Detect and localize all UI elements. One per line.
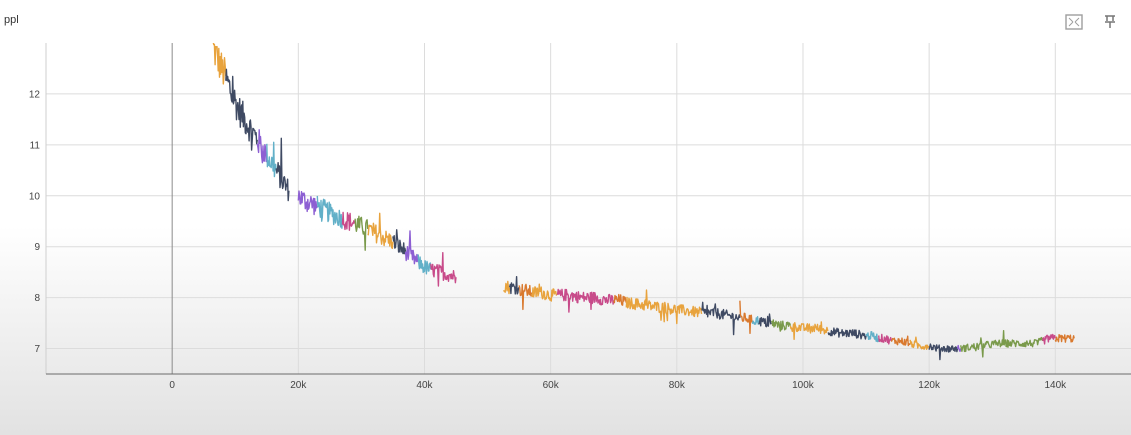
series-line — [625, 289, 703, 325]
series-line — [758, 313, 772, 328]
series-line — [392, 229, 407, 255]
series-line — [275, 137, 290, 202]
series-line — [518, 283, 533, 311]
series-line — [789, 321, 829, 340]
series-line — [430, 251, 457, 287]
series-line — [890, 335, 911, 347]
x-tick-label: 80k — [669, 380, 686, 391]
series-line — [556, 288, 615, 313]
pin-icon — [1105, 15, 1115, 28]
series-line — [878, 333, 892, 345]
series-line — [960, 330, 1044, 358]
series-line — [354, 215, 369, 251]
series-line — [865, 331, 880, 343]
y-tick-label: 10 — [29, 191, 41, 202]
series-line — [1054, 334, 1075, 343]
series-line — [297, 190, 318, 216]
series-line — [956, 344, 962, 352]
y-tick-label: 12 — [29, 89, 41, 100]
series-line — [909, 336, 930, 350]
series-line — [212, 43, 227, 85]
series-line — [701, 301, 741, 336]
series-line — [266, 141, 277, 178]
x-tick-label: 120k — [918, 380, 941, 391]
series-line — [751, 316, 760, 325]
series-line — [502, 280, 511, 295]
series-line — [367, 212, 394, 250]
chart-title: ppl — [4, 14, 19, 26]
x-tick-label: 140k — [1044, 380, 1067, 391]
series-line — [770, 319, 792, 332]
series-line — [225, 68, 258, 151]
x-tick-label: 0 — [169, 380, 175, 391]
series-line — [739, 300, 754, 334]
series-line — [256, 129, 268, 164]
series-line — [508, 276, 520, 295]
series-line — [613, 293, 627, 306]
series-line — [341, 211, 356, 231]
series-line — [1042, 333, 1056, 345]
chart-toolbar — [1065, 13, 1119, 31]
series-line — [417, 254, 432, 275]
series-line — [316, 195, 344, 229]
y-tick-label: 11 — [30, 140, 41, 151]
y-tick-label: 9 — [34, 242, 40, 253]
series-line — [827, 327, 867, 340]
fit-domain-button[interactable] — [1065, 13, 1083, 31]
series-line — [928, 343, 959, 361]
x-tick-label: 20k — [290, 380, 307, 391]
x-tick-label: 60k — [543, 380, 560, 391]
pin-button[interactable] — [1101, 13, 1119, 31]
y-tick-label: 8 — [34, 293, 40, 304]
x-tick-label: 40k — [416, 380, 433, 391]
series-line — [404, 230, 419, 265]
series-line — [531, 283, 558, 302]
y-tick-label: 7 — [34, 344, 40, 355]
fit-domain-icon — [1065, 14, 1083, 30]
x-tick-label: 100k — [792, 380, 815, 391]
